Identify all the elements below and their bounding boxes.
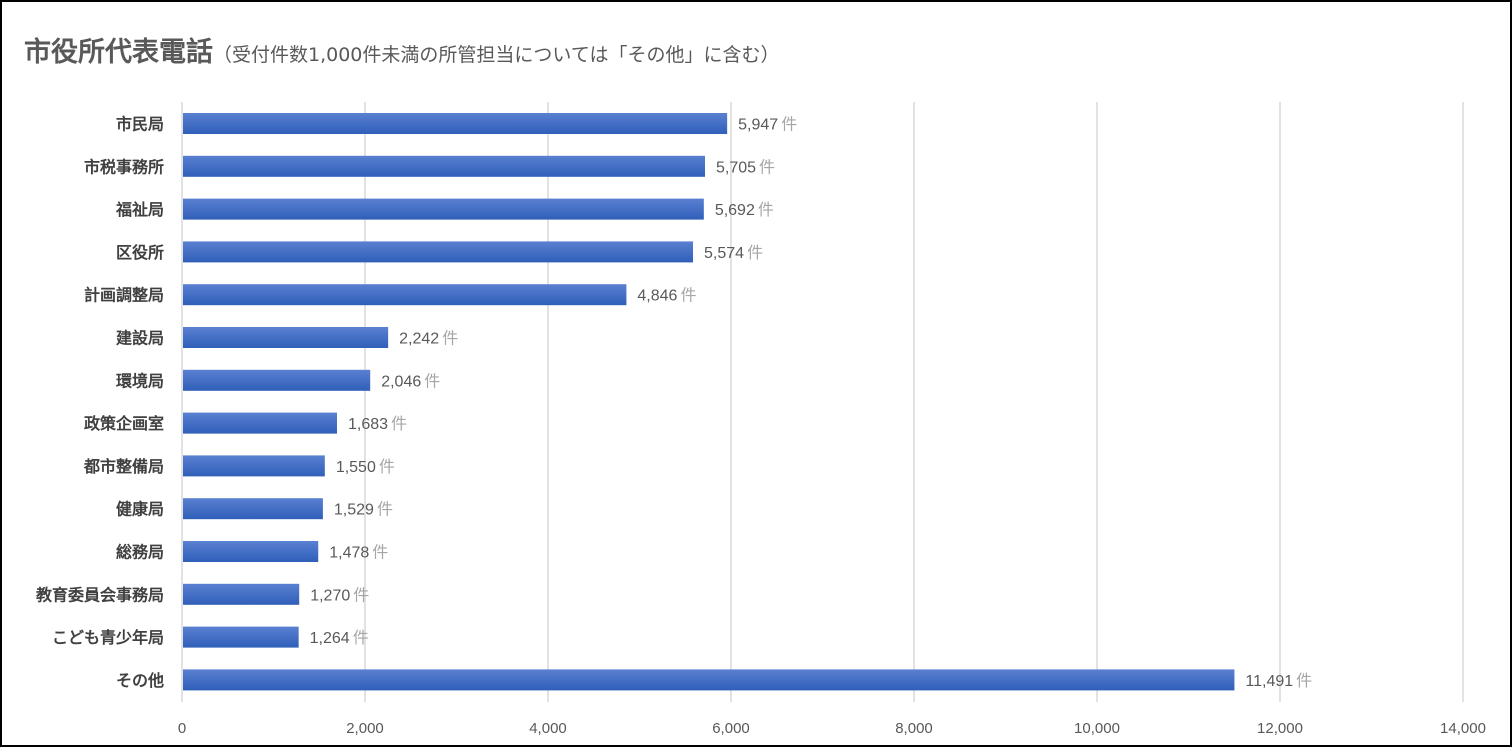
data-label-unit: 件 (758, 200, 774, 219)
chart-title-main: 市役所代表電話 (24, 37, 213, 68)
data-label-unit: 件 (781, 115, 797, 134)
category-label: 総務局 (116, 543, 164, 562)
data-label-unit: 件 (372, 543, 388, 562)
data-label: 1,529 件 (334, 500, 393, 519)
bar (183, 498, 323, 520)
bar (183, 113, 728, 134)
data-label-value: 11,491 (1245, 673, 1293, 690)
data-label: 1,478 件 (329, 543, 388, 562)
category-label: 健康局 (116, 500, 164, 519)
bar (183, 626, 299, 648)
x-tick-label: 14,000 (1440, 720, 1486, 737)
data-label: 2,242 件 (399, 329, 458, 348)
data-label: 1,550 件 (336, 457, 395, 476)
bar (183, 412, 337, 434)
x-axis-ticks: 0 2,000 4,000 6,000 8,000 10,000 12,000 14,000 (178, 720, 1486, 737)
data-label-value: 2,242 (399, 331, 439, 348)
bars (183, 113, 1235, 691)
data-label-unit: 件 (379, 457, 395, 476)
x-tick-label: 4,000 (529, 720, 567, 737)
bar (183, 155, 706, 177)
data-label-unit: 件 (391, 414, 407, 433)
data-label-value: 1,478 (329, 545, 369, 562)
x-tick-label: 8,000 (895, 720, 933, 737)
data-label: 5,574 件 (704, 243, 763, 262)
category-label: 政策企画室 (84, 414, 164, 433)
data-label-value: 5,692 (715, 202, 755, 219)
data-label: 5,705 件 (716, 157, 775, 176)
data-label-unit: 件 (747, 243, 763, 262)
x-tick-label: 0 (178, 720, 186, 737)
data-label: 1,683 件 (348, 414, 407, 433)
data-label-value: 1,264 (310, 630, 350, 647)
data-label-value: 5,947 (738, 117, 778, 134)
data-label: 1,270 件 (310, 585, 369, 604)
data-label-unit: 件 (377, 500, 393, 519)
category-label: 市民局 (116, 115, 164, 134)
data-label: 1,264 件 (310, 628, 369, 647)
data-label-value: 5,705 (716, 159, 756, 176)
chart-title: 市役所代表電話（受付件数1,000件未満の所管担当については「その他」に含む） (24, 30, 779, 69)
data-label-unit: 件 (442, 329, 458, 348)
data-label-value: 1,529 (334, 502, 374, 519)
category-label: 福祉局 (115, 200, 164, 219)
data-label: 2,046 件 (381, 371, 440, 390)
data-label: 4,846 件 (637, 286, 696, 305)
category-label: 区役所 (116, 243, 164, 262)
bar (183, 583, 300, 605)
bar (183, 541, 319, 562)
x-tick-label: 6,000 (712, 720, 750, 737)
data-label-unit: 件 (424, 371, 440, 390)
category-label: こども青少年局 (52, 628, 164, 647)
category-label: 市税事務所 (84, 157, 164, 176)
data-label-value: 1,550 (336, 459, 376, 476)
category-labels: 市民局市税事務所福祉局区役所計画調整局建設局環境局政策企画室都市整備局健康局総務… (36, 115, 164, 690)
category-label: 環境局 (116, 371, 164, 390)
x-tick-label: 10,000 (1074, 720, 1120, 737)
bar (183, 327, 389, 348)
bar (183, 669, 1235, 691)
data-label: 5,692 件 (715, 200, 774, 219)
value-labels: 5,947 件5,705 件5,692 件5,574 件4,846 件2,242 件2,04… (310, 115, 1313, 690)
data-label-value: 2,046 (381, 373, 421, 390)
data-label-unit: 件 (680, 286, 696, 305)
bar (183, 369, 371, 391)
data-label-unit: 件 (353, 628, 369, 647)
category-label: その他 (116, 671, 164, 690)
data-label-value: 1,270 (310, 587, 350, 604)
bar (183, 455, 325, 477)
category-label: 計画調整局 (84, 286, 164, 305)
gridlines (181, 102, 1464, 702)
data-label-value: 5,574 (704, 245, 744, 262)
data-label: 5,947 件 (738, 115, 797, 134)
data-label-unit: 件 (1296, 671, 1312, 690)
data-label-value: 1,683 (348, 416, 388, 433)
x-tick-label: 12,000 (1257, 720, 1303, 737)
bar (183, 241, 694, 263)
bar (183, 198, 704, 220)
category-label: 教育委員会事務局 (36, 585, 164, 604)
data-label-unit: 件 (759, 157, 775, 176)
bar (183, 284, 627, 306)
data-label-unit: 件 (353, 585, 369, 604)
data-label: 11,491 件 (1245, 671, 1312, 690)
category-label: 都市整備局 (83, 457, 164, 476)
chart-subtitle: （受付件数1,000件未満の所管担当については「その他」に含む） (213, 44, 780, 66)
x-tick-label: 2,000 (346, 720, 384, 737)
data-label-value: 4,846 (637, 288, 677, 305)
category-label: 建設局 (116, 329, 164, 348)
